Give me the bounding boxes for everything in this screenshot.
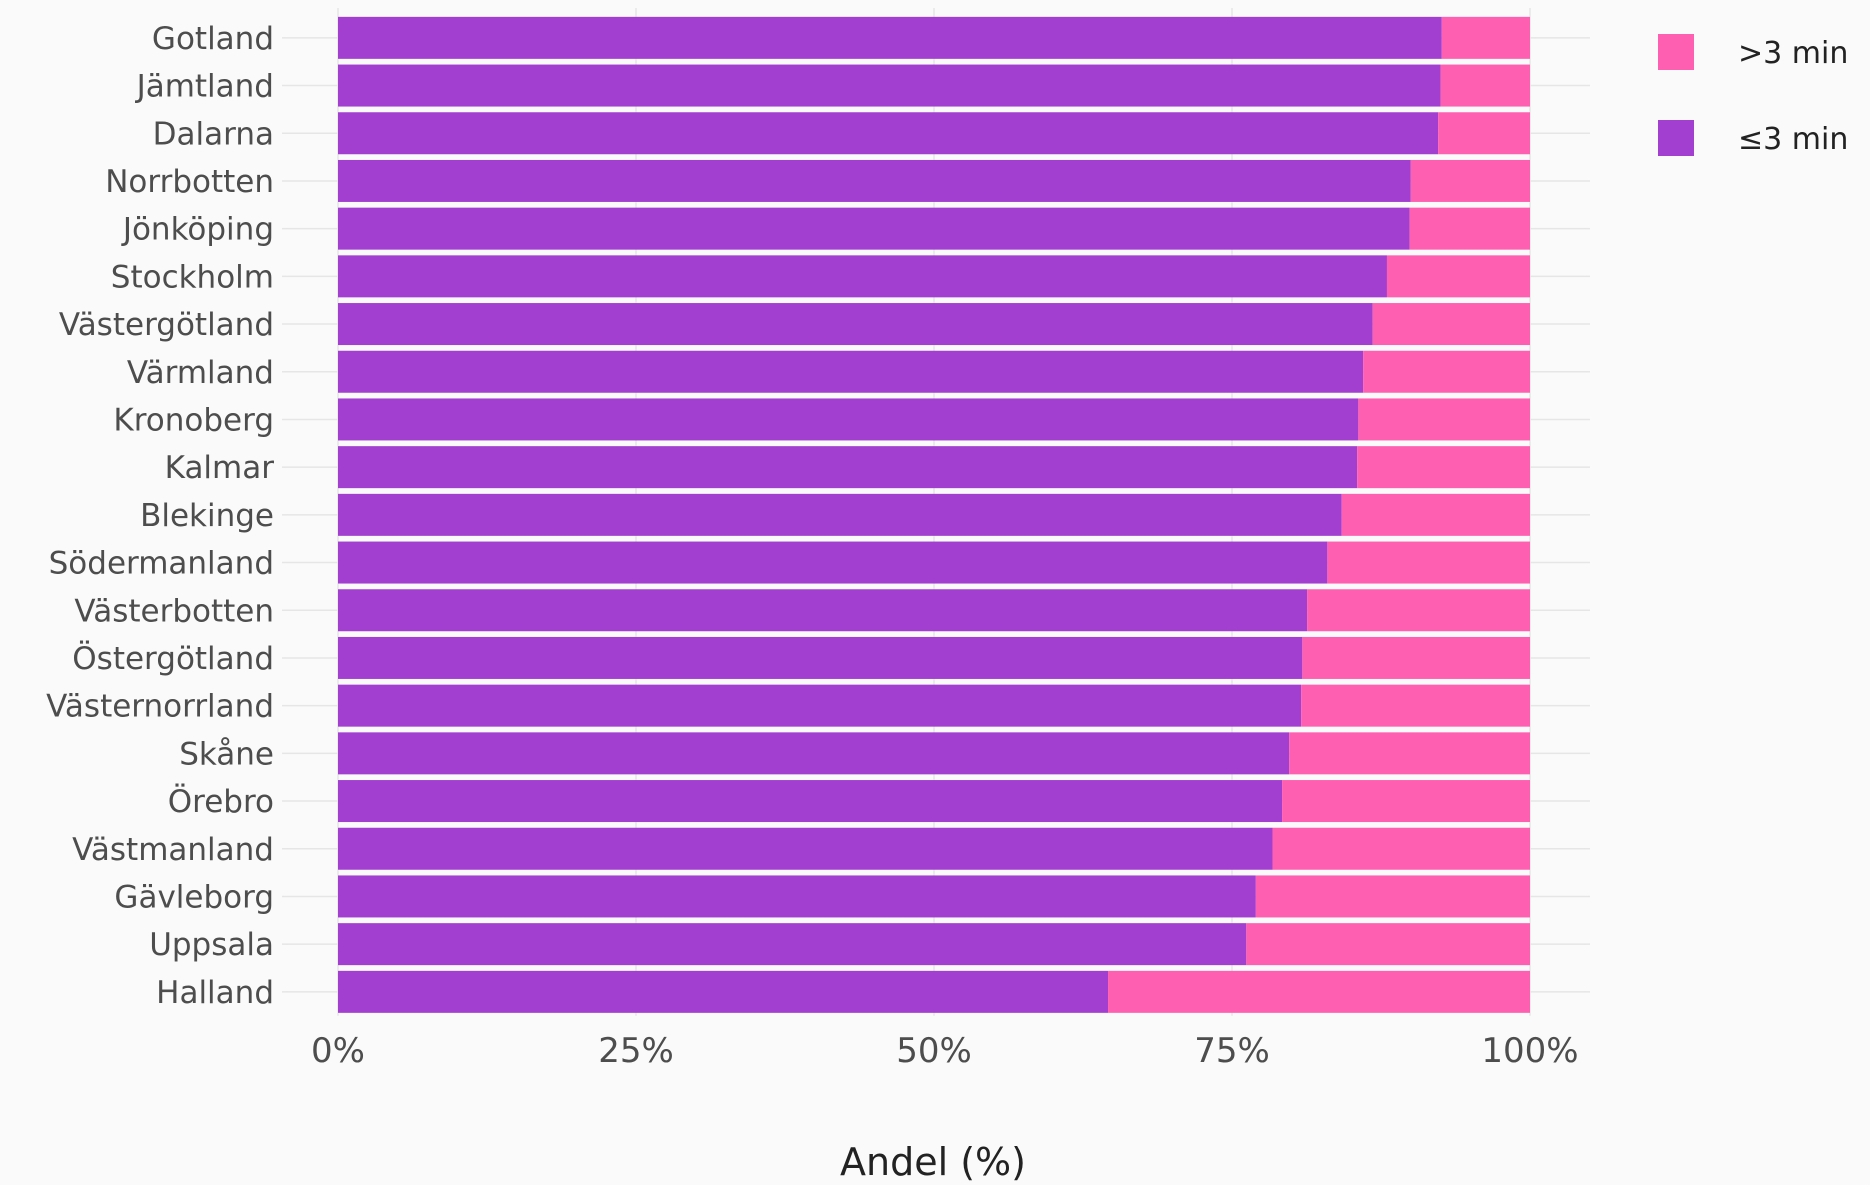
- bar-segment: [1440, 64, 1530, 107]
- x-tick-label: 0%: [311, 1031, 365, 1071]
- category-label: Kronoberg: [113, 402, 274, 438]
- bar-segment: [338, 159, 1411, 202]
- bar-segment: [338, 827, 1273, 870]
- bar-segment: [1441, 16, 1530, 59]
- category-label: Dalarna: [153, 116, 274, 152]
- bar-segment: [338, 875, 1256, 918]
- bar-segment: [338, 636, 1303, 679]
- category-label: Jämtland: [135, 69, 274, 105]
- category-label: Uppsala: [149, 927, 274, 963]
- category-label: Västerbotten: [74, 593, 274, 629]
- bar-segment: [338, 970, 1109, 1013]
- category-label: Västmanland: [72, 832, 274, 868]
- category-label: Norrbotten: [105, 164, 274, 200]
- x-tick-label: 75%: [1194, 1031, 1270, 1071]
- bar-segment: [1438, 112, 1530, 155]
- bar-segment: [338, 16, 1442, 59]
- bar-segment: [1302, 636, 1530, 679]
- bar-segment: [338, 398, 1359, 441]
- bar-segment: [1358, 398, 1530, 441]
- bar-segment: [1282, 780, 1530, 823]
- bar-segment: [338, 493, 1342, 536]
- bar-segment: [1357, 446, 1530, 489]
- bar-segment: [338, 446, 1358, 489]
- bar-segment: [1108, 970, 1530, 1013]
- bar-segment: [1289, 732, 1530, 775]
- category-label: Västernorrland: [46, 689, 274, 725]
- bar-segment: [338, 589, 1308, 632]
- bar-segment: [1327, 541, 1530, 584]
- category-label: Örebro: [168, 783, 274, 820]
- bar-segment: [1410, 159, 1530, 202]
- category-label: Stockholm: [111, 259, 274, 295]
- bars: [338, 16, 1530, 1013]
- bar-segment: [1307, 589, 1530, 632]
- legend-label: >3 min: [1738, 36, 1848, 71]
- bar-segment: [338, 64, 1441, 107]
- x-tick-label: 25%: [598, 1031, 674, 1071]
- category-label: Östergötland: [72, 640, 274, 677]
- category-label: Blekinge: [140, 498, 274, 534]
- category-label: Kalmar: [165, 450, 275, 486]
- x-tick-label: 50%: [896, 1031, 972, 1071]
- legend: >3 min ≤3 min: [1658, 34, 1848, 157]
- bar-segment: [338, 732, 1290, 775]
- bar-segment: [338, 684, 1302, 727]
- x-axis-title: Andel (%): [840, 1140, 1026, 1184]
- x-tick-label: 100%: [1481, 1031, 1578, 1071]
- bar-segment: [338, 303, 1373, 346]
- bar-segment: [338, 923, 1247, 966]
- bar-segment: [1255, 875, 1530, 918]
- bar-segment: [1409, 207, 1530, 250]
- category-label: Halland: [156, 975, 274, 1011]
- bar-segment: [338, 350, 1364, 393]
- bar-segment: [338, 541, 1328, 584]
- legend-swatch: [1658, 120, 1694, 156]
- category-label: Södermanland: [49, 546, 274, 582]
- bar-segment: [1372, 303, 1530, 346]
- category-label: Jönköping: [121, 212, 274, 248]
- category-label: Gävleborg: [114, 879, 274, 915]
- bar-segment: [338, 255, 1387, 298]
- bar-segment: [1386, 255, 1530, 298]
- bar-segment: [338, 780, 1283, 823]
- bar-segment: [1363, 350, 1530, 393]
- bar-segment: [1301, 684, 1530, 727]
- category-label: Skåne: [179, 736, 274, 772]
- bar-segment: [1246, 923, 1530, 966]
- bar-segment: [338, 207, 1410, 250]
- category-label: Västergötland: [59, 307, 274, 343]
- bar-segment: [338, 112, 1439, 155]
- legend-label: ≤3 min: [1738, 122, 1848, 157]
- legend-swatch: [1658, 34, 1694, 70]
- category-labels: Gotland Jämtland Dalarna Norrbotten Jönköpin…: [46, 21, 274, 1011]
- category-label: Gotland: [152, 21, 274, 57]
- x-tick-labels: 0% 25% 50% 75% 100%: [311, 1031, 1579, 1071]
- bar-segment: [1341, 493, 1530, 536]
- bar-segment: [1272, 827, 1530, 870]
- category-label: Värmland: [127, 355, 274, 391]
